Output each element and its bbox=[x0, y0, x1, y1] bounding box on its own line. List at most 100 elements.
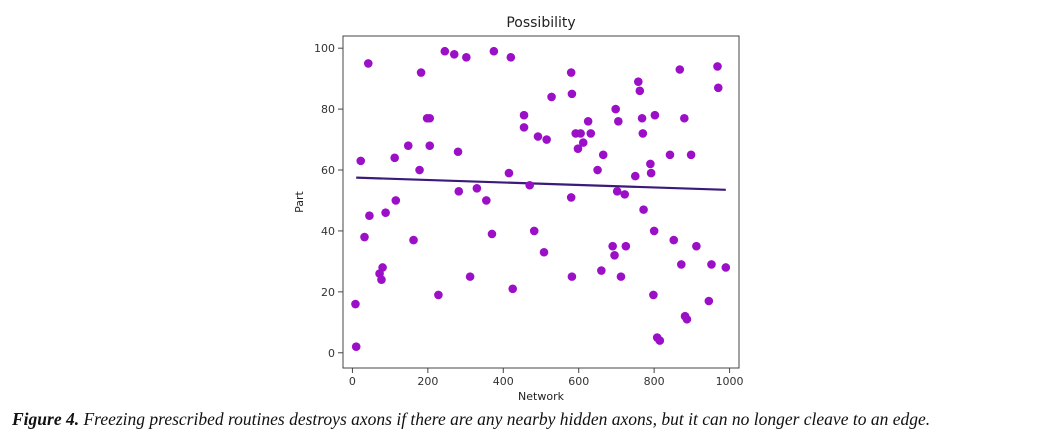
scatter-point bbox=[381, 208, 390, 217]
scatter-point bbox=[682, 314, 692, 324]
scatter-point bbox=[650, 110, 660, 120]
scatter-point bbox=[567, 272, 577, 281]
scatter-point bbox=[707, 260, 716, 269]
scatter-point bbox=[462, 53, 471, 62]
y-tick-label: 100 bbox=[314, 42, 335, 55]
scatter-point bbox=[365, 211, 374, 221]
scatter-point bbox=[378, 263, 387, 272]
scatter-point bbox=[598, 150, 608, 160]
y-tick-label: 20 bbox=[321, 286, 335, 299]
scatter-point bbox=[377, 275, 386, 284]
y-tick-label: 0 bbox=[328, 347, 335, 360]
scatter-point bbox=[655, 336, 665, 345]
scatter-point bbox=[472, 183, 482, 193]
scatter-point bbox=[612, 187, 622, 196]
scatter-point bbox=[390, 153, 399, 163]
scatter-point bbox=[583, 116, 593, 126]
scatter-point bbox=[567, 89, 577, 99]
scatter-point bbox=[533, 132, 543, 141]
x-tick-label: 1000 bbox=[716, 375, 744, 388]
scatter-point bbox=[415, 165, 424, 175]
scatter-points bbox=[351, 46, 731, 351]
scatter-point bbox=[440, 46, 450, 56]
scatter-point bbox=[525, 180, 534, 190]
scatter-point bbox=[487, 229, 497, 239]
scatter-point bbox=[449, 49, 459, 59]
figure-caption-label: Figure 4. bbox=[12, 409, 80, 429]
scatter-point bbox=[593, 165, 602, 175]
scatter-point bbox=[576, 129, 585, 138]
scatter-point bbox=[680, 113, 689, 123]
scatter-point bbox=[638, 129, 648, 138]
figure-caption: Figure 4. Freezing prescribed routines d… bbox=[12, 409, 1032, 430]
scatter-point bbox=[649, 290, 658, 300]
scatter-point bbox=[519, 123, 529, 132]
scatter-point bbox=[566, 193, 576, 202]
scatter-point bbox=[351, 342, 361, 351]
y-axis: 0 20 40 60 80 100 bbox=[314, 42, 343, 360]
scatter-point bbox=[506, 53, 516, 62]
scatter-point bbox=[453, 147, 463, 157]
plot-frame bbox=[342, 35, 740, 369]
scatter-point bbox=[363, 59, 373, 68]
scatter-point bbox=[504, 168, 514, 178]
scatter-point bbox=[586, 129, 596, 138]
scatter-point bbox=[620, 190, 630, 199]
scatter-point bbox=[519, 110, 529, 120]
trend-line bbox=[356, 176, 726, 191]
scatter-point bbox=[675, 65, 685, 74]
scatter-point bbox=[611, 104, 620, 114]
scatter-point bbox=[621, 241, 631, 251]
scatter-point bbox=[351, 299, 360, 309]
scatter-point bbox=[665, 150, 675, 160]
scatter-point bbox=[704, 296, 714, 306]
chart-title: Possibility bbox=[506, 15, 575, 31]
scatter-point bbox=[646, 168, 656, 178]
scatter-point bbox=[482, 196, 491, 205]
scatter-point bbox=[686, 150, 696, 160]
scatter-point bbox=[539, 247, 549, 257]
scatter-point bbox=[692, 241, 701, 251]
scatter-point bbox=[403, 141, 413, 150]
scatter-point bbox=[646, 159, 655, 169]
scatter-point bbox=[508, 284, 518, 294]
scatter-point bbox=[573, 144, 583, 153]
x-axis: 0 200 400 600 800 1000 bbox=[349, 368, 744, 388]
scatter-point bbox=[542, 135, 551, 144]
scatter-point bbox=[566, 68, 576, 77]
x-tick-label: 200 bbox=[417, 375, 438, 388]
scatter-point bbox=[578, 138, 588, 147]
scatter-point bbox=[669, 235, 679, 245]
figure-caption-text: Freezing prescribed routines destroys ax… bbox=[83, 409, 931, 429]
scatter-point bbox=[465, 272, 475, 281]
scatter-point bbox=[360, 232, 369, 242]
x-tick-label: 400 bbox=[493, 375, 514, 388]
x-tick-label: 600 bbox=[568, 375, 589, 388]
x-tick-label: 800 bbox=[644, 375, 665, 388]
x-axis-label: Network bbox=[518, 390, 565, 403]
scatter-point bbox=[529, 226, 539, 236]
scatter-point bbox=[635, 86, 645, 96]
scatter-point bbox=[676, 260, 686, 269]
scatter-point bbox=[637, 113, 647, 123]
scatter-point bbox=[610, 251, 619, 260]
y-tick-label: 80 bbox=[321, 103, 335, 116]
scatter-point bbox=[614, 116, 623, 126]
scatter-point bbox=[434, 290, 443, 300]
x-tick-label: 0 bbox=[349, 375, 356, 388]
scatter-point bbox=[630, 171, 640, 181]
y-tick-label: 60 bbox=[321, 164, 335, 177]
scatter-point bbox=[425, 141, 435, 150]
scatter-point bbox=[639, 205, 648, 214]
scatter-point bbox=[454, 187, 464, 196]
y-tick-label: 40 bbox=[321, 225, 335, 238]
scatter-point bbox=[489, 46, 499, 56]
y-axis-label: Part bbox=[293, 190, 306, 212]
scatter-point bbox=[391, 196, 401, 205]
scatter-point bbox=[425, 113, 435, 123]
scatter-point bbox=[608, 241, 617, 251]
scatter-point bbox=[634, 77, 643, 86]
scatter-point bbox=[409, 235, 418, 245]
scatter-chart: Possibility 0 200 400 600 800 1000 0 20 40 60 80 1… bbox=[293, 15, 744, 403]
scatter-point bbox=[597, 266, 606, 275]
